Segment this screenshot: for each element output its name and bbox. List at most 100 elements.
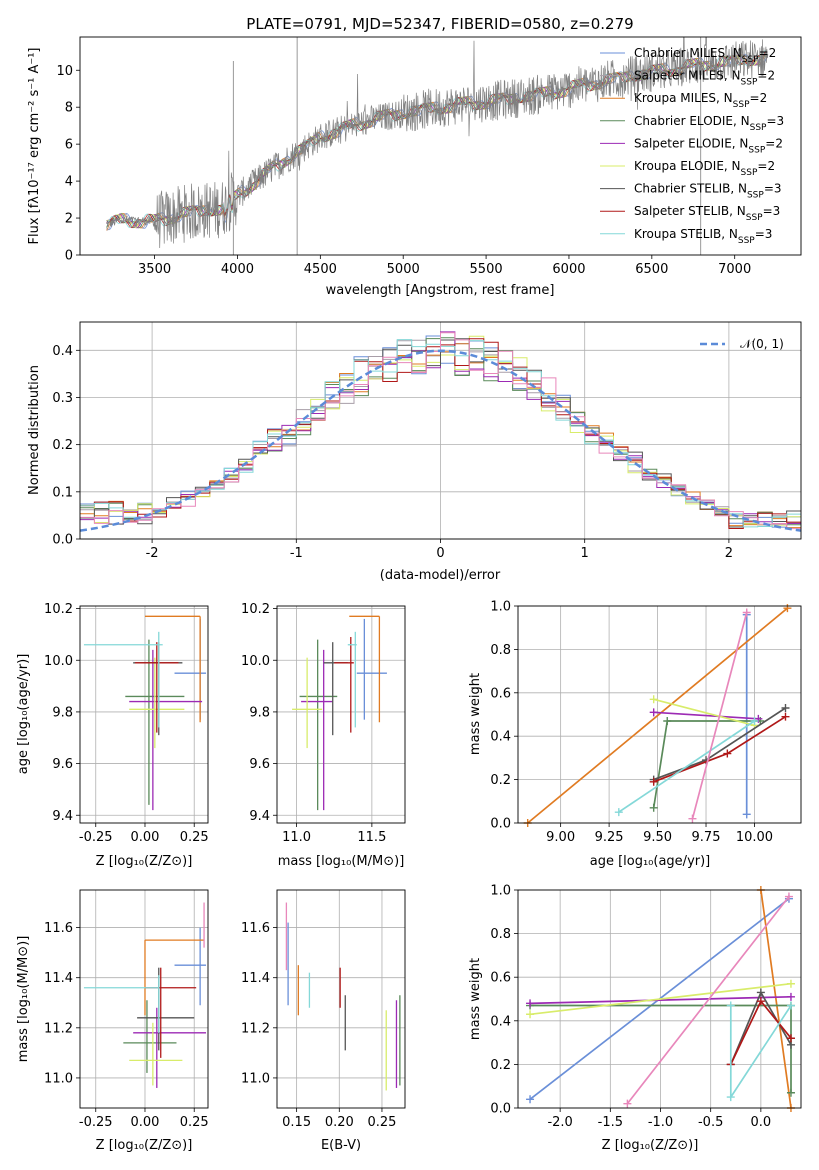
y-tick-label: 0.6 — [490, 971, 511, 986]
x-tick-label: 4500 — [304, 262, 337, 277]
y-tick-label: 9.6 — [249, 757, 270, 772]
weight-line — [653, 711, 759, 720]
x-tick-label: 9.75 — [692, 830, 721, 845]
weight-point — [750, 717, 759, 726]
age_z-axes: -0.25 0.00 0.25 9.4 9.6 9.8 10.0 10.2 — [44, 602, 209, 845]
residuals-panel: (data-model)/error Normed distribution — [27, 365, 501, 583]
y-tick-label: 11.2 — [241, 1021, 270, 1036]
weight-point — [649, 803, 658, 812]
y-tick-label: 6 — [65, 138, 73, 153]
weight-line — [527, 607, 788, 824]
x-tick-label: 0.0 — [751, 1115, 772, 1130]
x-tick-label: 2 — [725, 546, 733, 561]
y-tick-label: 9.8 — [52, 705, 73, 720]
y-tick-label: 0.0 — [52, 533, 73, 548]
weight-point — [756, 997, 765, 1006]
y-tick-label: 0.8 — [490, 927, 511, 942]
weight_age-axes: 9.00 9.25 9.50 9.75 10.00 0.0 0.2 0.4 0.6 0.8 1.0 — [490, 600, 801, 845]
weight-point — [649, 777, 658, 786]
y-tick-label: 11.4 — [241, 971, 270, 986]
y-tick-label: 4 — [65, 175, 73, 190]
y-tick-label: 9.8 — [249, 705, 270, 720]
weight-line — [626, 895, 790, 1105]
weight-z-ylabel: mass weight — [468, 958, 483, 1040]
x-tick-label: -0.25 — [79, 830, 113, 845]
x-tick-label: 5000 — [387, 262, 420, 277]
y-tick-label: 10.0 — [44, 654, 73, 669]
y-tick-label: 0.2 — [490, 1058, 511, 1073]
legend-label: Chabrier STELIB, NSSP=3 — [634, 182, 782, 201]
x-tick-label: 6500 — [635, 262, 668, 277]
x-tick-label: 5500 — [470, 262, 503, 277]
residuals-xlabel: (data-model)/error — [380, 568, 501, 583]
weight-line — [529, 982, 792, 1016]
residual-histogram — [80, 338, 801, 528]
y-tick-label: 0.4 — [490, 730, 511, 745]
age_mass-points — [292, 615, 387, 811]
weight_z-lines — [526, 886, 795, 1112]
x-tick-label: 0.15 — [282, 1115, 311, 1130]
y-tick-label: 11.4 — [44, 971, 73, 986]
weight-age-ylabel: mass weight — [468, 673, 483, 755]
weight_age-lines — [523, 604, 792, 827]
weight-point — [786, 1088, 795, 1097]
y-tick-label: 11.6 — [241, 921, 270, 936]
x-tick-label: 0.25 — [367, 1115, 396, 1130]
weight-point — [783, 604, 792, 613]
x-tick-label: 0.20 — [325, 1115, 354, 1130]
weight-line — [529, 995, 792, 1005]
weight-point — [526, 999, 535, 1008]
x-tick-label: -1 — [290, 546, 303, 561]
weight-age-xlabel: age [log₁₀(age/yr)] — [590, 854, 711, 869]
y-tick-label: 11.0 — [44, 1071, 73, 1086]
x-tick-label: 4000 — [221, 262, 254, 277]
age_z-points — [83, 615, 207, 811]
x-tick-label: 0.25 — [180, 1115, 209, 1130]
y-tick-label: 10.2 — [44, 602, 73, 617]
legend-label: Salpeter ELODIE, NSSP=2 — [634, 136, 783, 155]
legend-label: Salpeter MILES, NSSP=2 — [634, 69, 775, 88]
mass-ebv-xlabel: E(B-V) — [321, 1138, 361, 1153]
weight-point — [786, 992, 795, 1001]
weight-point — [786, 979, 795, 988]
x-tick-label: -1.0 — [648, 1115, 673, 1130]
weight-line — [653, 698, 755, 727]
data-spectrum-line — [106, 37, 769, 249]
legend-label: Chabrier ELODIE, NSSP=3 — [634, 114, 784, 133]
y-tick-label: 9.4 — [52, 809, 73, 824]
y-tick-label: 11.0 — [241, 1071, 270, 1086]
mass_ebv-points — [285, 902, 401, 1091]
x-tick-label: -2 — [146, 546, 159, 561]
y-tick-label: 0.3 — [52, 391, 73, 406]
mass_z-axes: -0.25 0.00 0.25 11.0 11.2 11.4 11.6 — [44, 890, 209, 1130]
y-tick-label: 0.2 — [52, 438, 73, 453]
weight-point — [649, 695, 658, 704]
y-tick-label: 0 — [65, 249, 73, 264]
x-tick-label: 0.00 — [131, 830, 160, 845]
age-z-ylabel: age [log₁₀(age/yr)] — [16, 654, 31, 775]
weight-point — [526, 1010, 535, 1019]
y-tick-label: 2 — [65, 212, 73, 227]
x-tick-label: 3500 — [138, 262, 171, 277]
weight-point — [726, 1001, 735, 1010]
x-tick-label: 6000 — [552, 262, 585, 277]
y-tick-label: 0.0 — [490, 1102, 511, 1117]
legend-label: Salpeter STELIB, NSSP=3 — [634, 204, 780, 223]
y-tick-label: 0.4 — [52, 344, 73, 359]
axes-frame — [517, 889, 802, 1109]
y-tick-label: 10 — [56, 64, 73, 79]
x-tick-label: 9.25 — [595, 830, 624, 845]
weight-point — [526, 1095, 535, 1104]
y-tick-label: 9.6 — [52, 757, 73, 772]
spectrum-xlabel: wavelength [Angstrom, rest frame] — [326, 283, 555, 298]
age-z-xlabel: Z [log₁₀(Z/Z⊙)] — [96, 854, 193, 869]
legend-label: Kroupa ELODIE, NSSP=2 — [634, 159, 775, 178]
y-tick-label: 0.4 — [490, 1014, 511, 1029]
axes-frame — [517, 605, 802, 824]
spectrum-plot — [106, 37, 769, 255]
weight-line — [618, 720, 755, 813]
x-tick-label: 0.00 — [131, 1115, 160, 1130]
x-tick-label: -0.5 — [698, 1115, 723, 1130]
legend-gauss-label: 𝒩(0, 1) — [740, 337, 784, 351]
